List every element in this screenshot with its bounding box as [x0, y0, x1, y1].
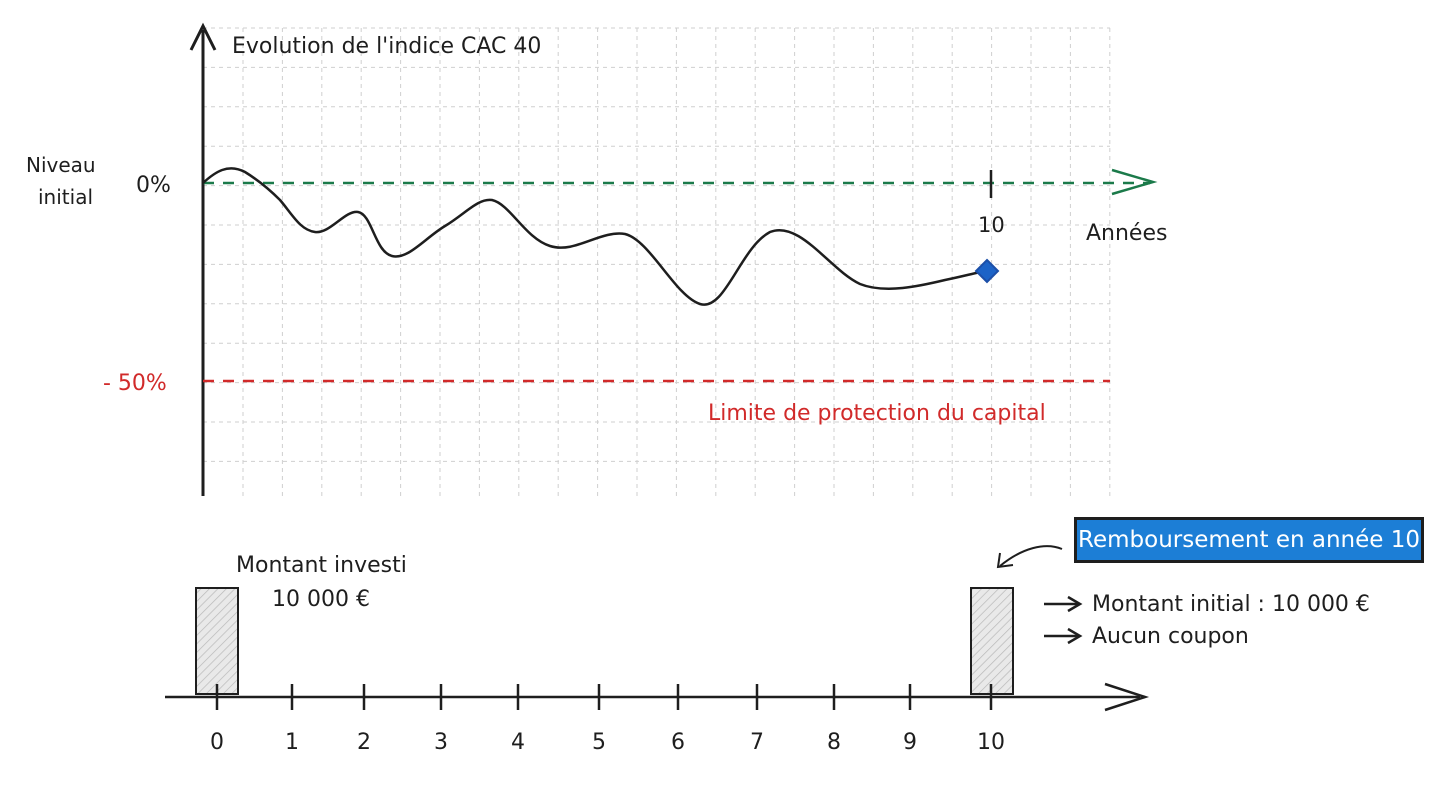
- invest-label-line2: 10 000 €: [272, 587, 370, 612]
- y-label-line2: initial: [38, 185, 93, 209]
- timeline-ticks: [215, 684, 993, 710]
- timeline-year-labels: 0 1 2 3 4 5 6 7 8 9 10: [210, 730, 1005, 755]
- timeline-axis: [165, 682, 1150, 712]
- timeline-year-label: 4: [511, 730, 525, 755]
- timeline-year-label: 5: [592, 730, 606, 755]
- background-grid: [203, 27, 1111, 496]
- repayment-badge: Remboursement en année 10: [1074, 517, 1424, 563]
- zero-level-line: [203, 168, 1158, 196]
- invested-amount-bar: [195, 587, 239, 695]
- end-value-marker: [974, 258, 1000, 284]
- cac40-curve: [201, 167, 989, 306]
- timeline-year-label: 6: [671, 730, 685, 755]
- bullet-2-arrow-icon: [1044, 627, 1083, 645]
- x-axis-title: Années: [1086, 221, 1167, 246]
- repayment-bar: [970, 587, 1014, 695]
- timeline-year-label: 0: [210, 730, 224, 755]
- timeline-year-label: 1: [285, 730, 299, 755]
- bullet-1-text: Montant initial : 10 000 €: [1092, 592, 1370, 617]
- minus-50-label: - 50%: [103, 371, 167, 396]
- x-tick-10-label: 10: [978, 213, 1005, 237]
- protection-text: Limite de protection du capital: [708, 401, 1046, 426]
- invest-label-line1: Montant investi: [236, 553, 407, 578]
- timeline-year-label: 8: [827, 730, 841, 755]
- badge-pointer-arrow: [996, 545, 1063, 569]
- y-label-line1: Niveau: [26, 153, 96, 177]
- timeline-year-label: 10: [977, 730, 1005, 755]
- zero-percent-label: 0%: [136, 173, 171, 198]
- timeline-year-label: 2: [357, 730, 371, 755]
- timeline-year-label: 9: [903, 730, 917, 755]
- timeline-year-label: 7: [750, 730, 764, 755]
- chart-title: Evolution de l'indice CAC 40: [232, 34, 541, 59]
- bullet-2-text: Aucun coupon: [1092, 624, 1249, 649]
- timeline-year-label: 3: [434, 730, 448, 755]
- bullet-1-arrow-icon: [1044, 595, 1083, 613]
- y-axis: [189, 22, 217, 496]
